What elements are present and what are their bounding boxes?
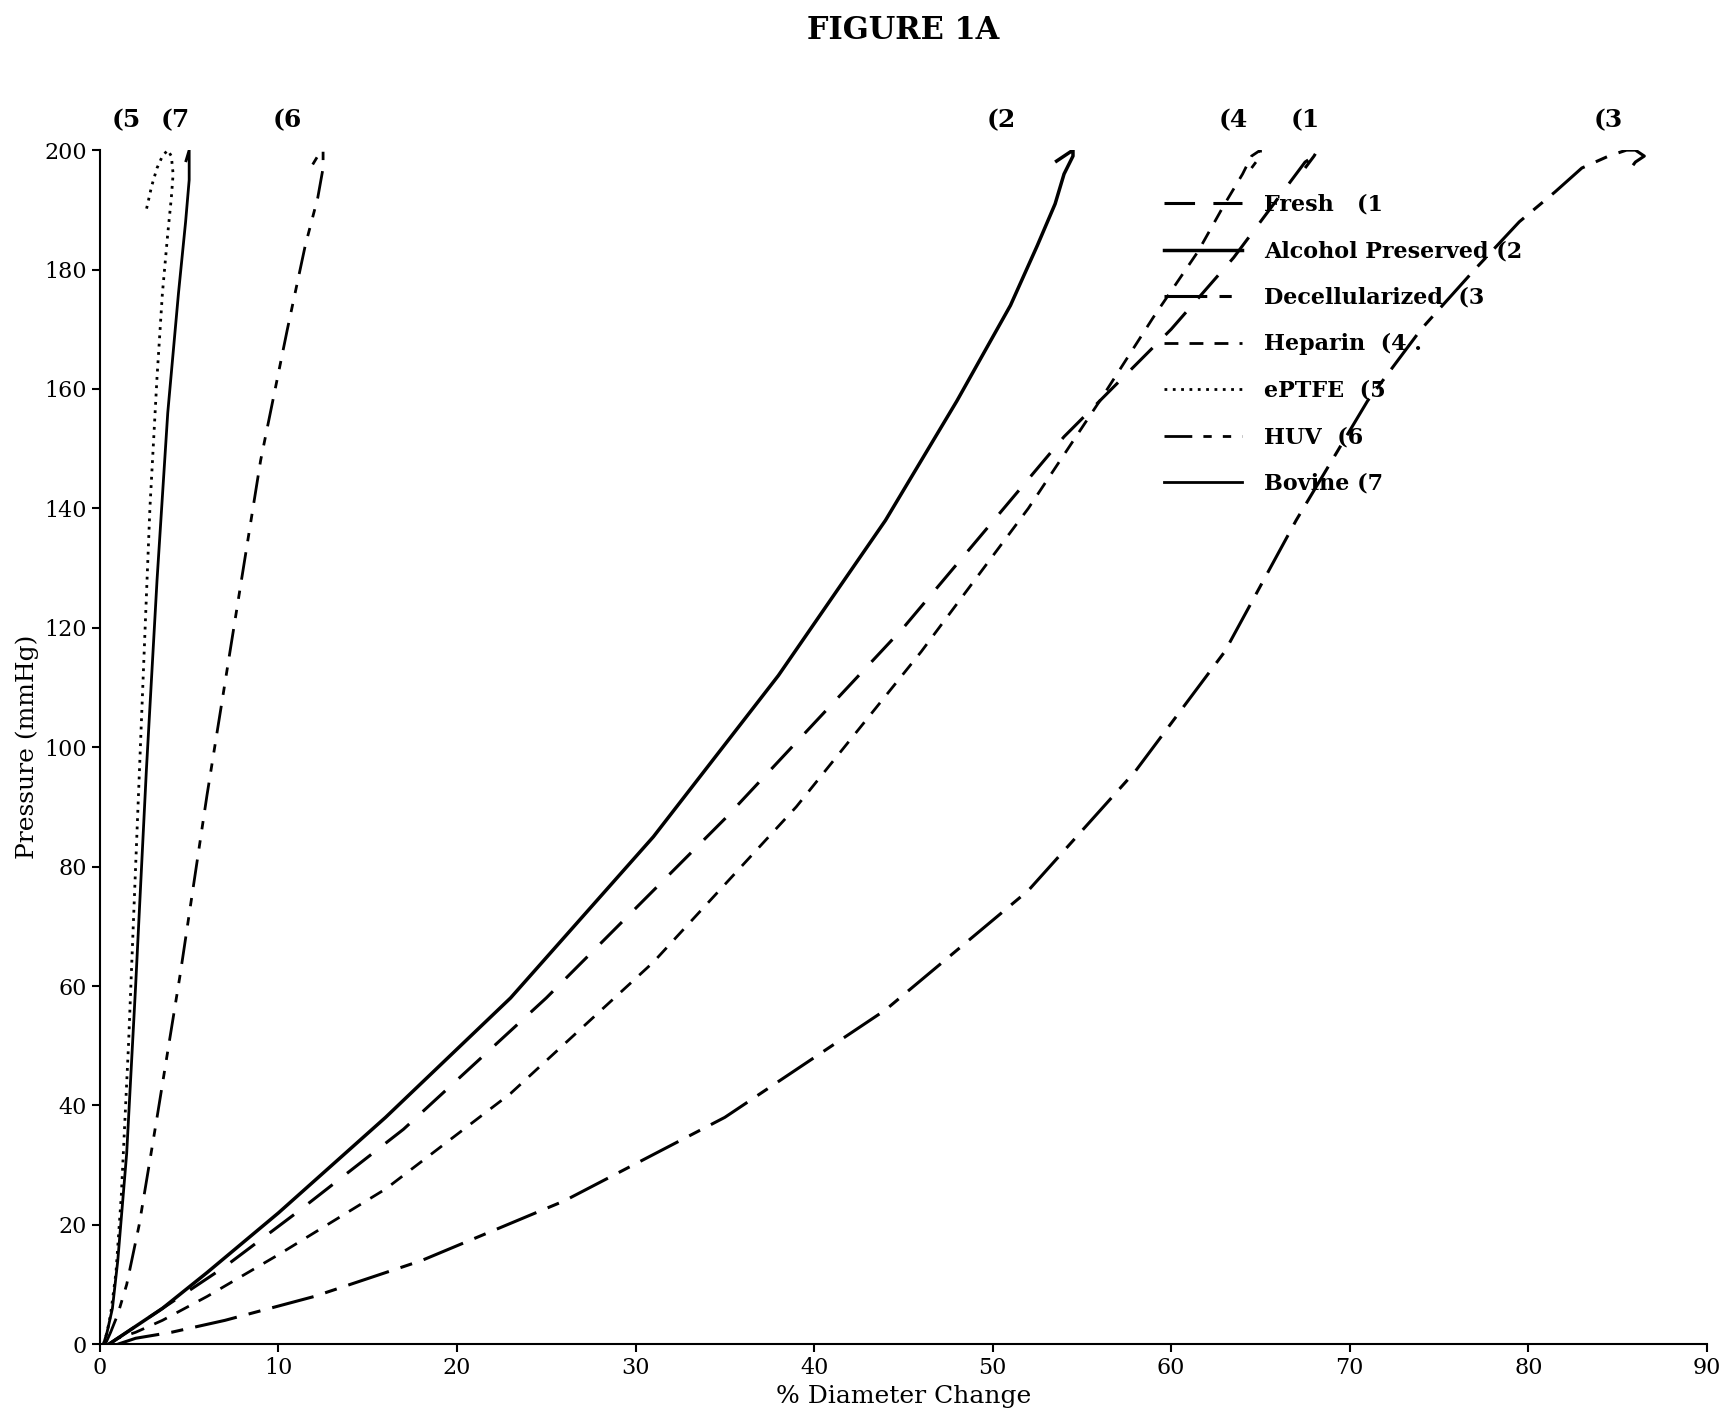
Title: FIGURE 1A: FIGURE 1A bbox=[807, 16, 1000, 46]
Text: (7: (7 bbox=[160, 108, 189, 132]
Text: (6: (6 bbox=[273, 108, 302, 132]
Text: (2: (2 bbox=[988, 108, 1016, 132]
Text: (4: (4 bbox=[1219, 108, 1248, 132]
Legend: Fresh   (1, Alcohol Preserved (2, Decellularized  (3, Heparin  (4 ., ePTFE  (5, : Fresh (1, Alcohol Preserved (2, Decellul… bbox=[1156, 185, 1531, 504]
Text: (1: (1 bbox=[1290, 108, 1319, 132]
Text: (5: (5 bbox=[113, 108, 141, 132]
Text: (3: (3 bbox=[1594, 108, 1623, 132]
Y-axis label: Pressure (mmHg): Pressure (mmHg) bbox=[16, 635, 38, 859]
X-axis label: % Diameter Change: % Diameter Change bbox=[776, 1385, 1031, 1407]
